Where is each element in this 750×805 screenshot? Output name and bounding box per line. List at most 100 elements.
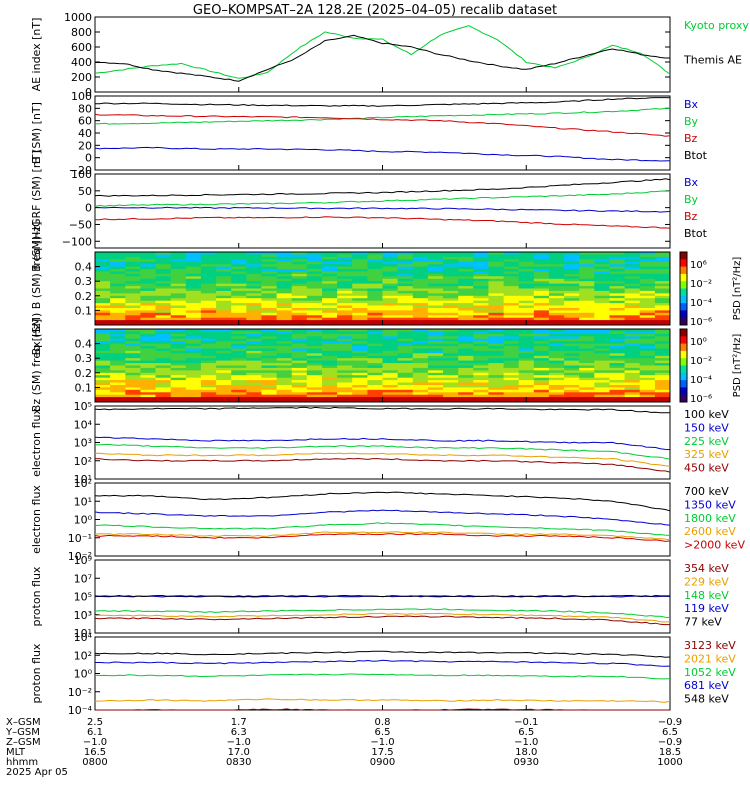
y-tick-label-5-2: 10³ [74,437,92,450]
heatmap-cell-3-8-35 [624,271,641,275]
heatmap-cell-4-20-8 [216,377,232,381]
heatmap-cell-4-23-20 [397,385,414,388]
heatmap-cell-4-16-33 [594,367,610,371]
heatmap-cell-3-21-30 [548,303,565,306]
heatmap-cell-3-24-35 [624,310,641,314]
heatmap-cell-4-23-3 [140,385,156,388]
heatmap-cell-3-17-2 [125,293,141,297]
heatmap-cell-3-23-27 [503,308,520,311]
heatmap-cell-3-11-13 [291,278,308,282]
heatmap-cell-4-8-33 [594,348,610,352]
heatmap-cell-4-17-3 [140,370,156,374]
heatmap-cell-4-26-19 [382,392,399,396]
heatmap-cell-3-24-21 [412,310,429,314]
heatmap-cell-3-7-6 [185,269,202,272]
heatmap-cell-4-20-16 [337,377,353,381]
heatmap-cell-4-16-26 [488,367,504,371]
y-tick-label-0-4: 800 [71,26,92,39]
heatmap-cell-3-18-15 [322,295,338,299]
heatmap-cell-3-13-11 [261,283,277,287]
heatmap-cell-4-26-33 [594,392,610,396]
heatmap-cell-3-6-26 [488,266,504,270]
heatmap-cell-4-20-12 [276,377,293,381]
colorbar-segment-4-8 [680,387,687,396]
heatmap-cell-3-29-27 [503,322,520,326]
heatmap-cell-3-10-7 [200,276,217,280]
heatmap-cell-4-16-10 [246,367,262,371]
heatmap-cell-4-21-21 [412,380,429,383]
heatmap-cell-4-22-37 [654,382,671,386]
heatmap-cell-4-7-7 [200,346,217,349]
heatmap-cell-3-25-4 [155,312,172,316]
heatmap-cell-4-20-24 [458,377,474,381]
heatmap-cell-3-8-17 [352,271,368,275]
heatmap-cell-4-11-34 [609,355,626,359]
heatmap-cell-4-21-24 [458,380,474,383]
heatmap-cell-3-19-24 [458,298,474,302]
heatmap-cell-4-12-30 [548,358,565,362]
heatmap-cell-4-28-31 [564,397,580,400]
heatmap-cell-4-4-9 [231,338,247,342]
heatmap-cell-3-17-28 [518,293,535,297]
heatmap-cell-3-23-7 [200,308,217,311]
y-axis-label-5: electron flux [30,408,43,477]
colorbar-segment-4-0 [680,329,687,337]
heatmap-cell-4-2-7 [200,333,217,337]
heatmap-cell-3-20-0 [95,300,111,304]
heatmap-cell-3-9-37 [654,273,671,277]
heatmap-cell-4-12-15 [322,358,338,362]
heatmap-cell-4-19-33 [594,375,610,379]
heatmap-cell-4-10-27 [503,353,520,357]
heatmap-cell-4-4-31 [564,338,580,342]
heatmap-cell-3-7-26 [488,269,504,272]
heatmap-cell-3-27-12 [276,317,293,321]
heatmap-cell-3-20-8 [216,300,232,304]
heatmap-cell-3-7-1 [110,269,126,272]
heatmap-cell-3-2-30 [548,256,565,260]
heatmap-cell-4-23-27 [503,385,520,388]
heatmap-cell-4-13-8 [216,360,232,364]
heatmap-cell-4-17-10 [246,370,262,374]
heatmap-cell-4-15-20 [397,365,414,369]
heatmap-cell-4-8-18 [367,348,383,352]
heatmap-cell-4-4-28 [518,338,535,342]
heatmap-cell-4-8-10 [246,348,262,352]
heatmap-cell-4-20-29 [533,377,550,381]
heatmap-cell-3-15-9 [231,288,247,292]
heatmap-cell-4-9-10 [246,350,262,354]
heatmap-cell-3-28-26 [488,320,504,323]
heatmap-cell-3-29-23 [443,322,459,326]
heatmap-cell-3-14-33 [594,286,610,289]
heatmap-cell-4-8-34 [609,348,626,352]
heatmap-cell-4-12-14 [306,358,323,362]
heatmap-cell-4-6-9 [231,343,247,347]
heatmap-cell-3-28-19 [382,320,399,323]
heatmap-cell-3-25-7 [200,312,217,316]
heatmap-cell-3-9-34 [609,273,626,277]
heatmap-cell-3-0-35 [624,252,641,255]
heatmap-cell-4-27-25 [473,394,489,398]
heatmap-cell-4-25-7 [200,389,217,393]
heatmap-cell-4-20-27 [503,377,520,381]
heatmap-cell-3-2-33 [594,256,610,260]
heatmap-cell-3-3-8 [216,259,232,263]
colorbar-segment-4-5 [680,365,687,374]
heatmap-cell-3-12-3 [140,281,156,285]
heatmap-cell-3-6-12 [276,266,293,270]
heatmap-cell-4-12-0 [95,358,111,362]
heatmap-cell-3-3-11 [261,259,277,263]
heatmap-cell-4-13-17 [352,360,368,364]
heatmap-cell-4-1-6 [185,331,202,335]
heatmap-cell-3-28-24 [458,320,474,323]
y-tick-label-3-1: 0.2 [75,290,93,303]
heatmap-cell-4-8-16 [337,348,353,352]
heatmap-cell-3-20-6 [185,300,202,304]
heatmap-cell-3-19-0 [95,298,111,302]
heatmap-cell-4-12-35 [624,358,641,362]
heatmap-cell-4-25-23 [443,389,459,393]
heatmap-cell-3-27-1 [110,317,126,321]
heatmap-cell-4-11-18 [367,355,383,359]
heatmap-cell-3-18-19 [382,295,399,299]
heatmap-cell-4-1-28 [518,331,535,335]
heatmap-cell-4-12-24 [458,358,474,362]
